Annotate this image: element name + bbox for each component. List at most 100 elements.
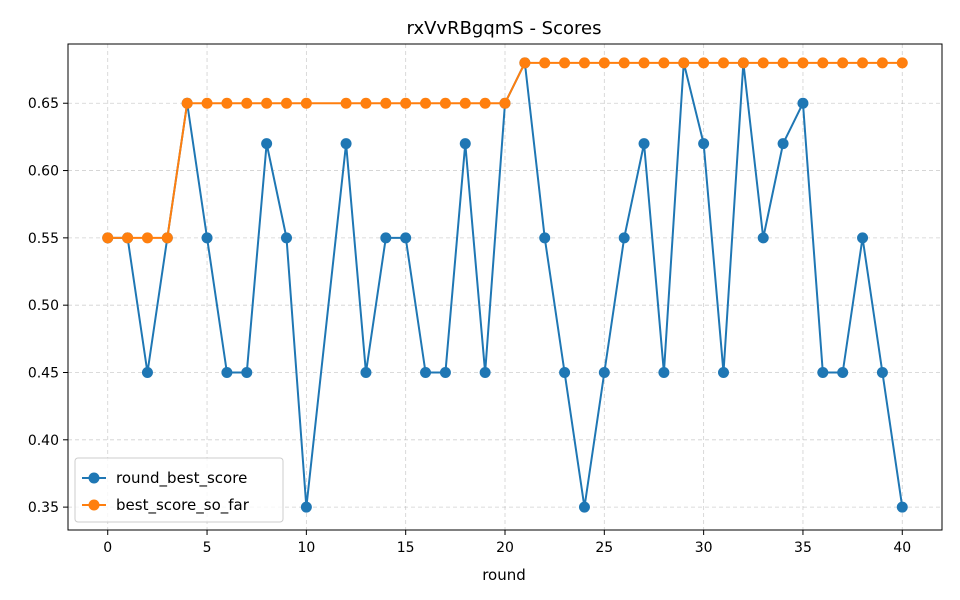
data-point	[578, 501, 590, 513]
data-point	[837, 366, 849, 378]
data-point	[757, 232, 769, 244]
data-point	[817, 57, 829, 69]
series	[102, 57, 908, 513]
x-tick-label: 30	[695, 540, 713, 556]
data-point	[479, 97, 491, 109]
data-point	[598, 57, 610, 69]
legend-label-round-best-score: round_best_score	[116, 469, 247, 488]
data-point	[559, 57, 571, 69]
data-point	[499, 97, 511, 109]
data-point	[519, 57, 531, 69]
data-point	[360, 97, 372, 109]
series-best-score-so-far	[102, 57, 908, 244]
data-point	[141, 366, 153, 378]
data-point	[797, 97, 809, 109]
series-line	[107, 61, 903, 239]
data-point	[737, 57, 749, 69]
data-point	[539, 232, 551, 244]
x-axis-ticks: 0 5 10 15 20 25 30 35 40	[103, 530, 911, 556]
x-tick-label: 20	[496, 540, 514, 556]
legend: round_best_score best_score_so_far	[74, 457, 284, 523]
data-point	[420, 97, 432, 109]
data-point	[479, 366, 491, 378]
legend-marker-round-best-score	[88, 472, 100, 484]
y-tick-label: 0.45	[28, 365, 59, 381]
data-point	[340, 138, 352, 150]
data-point	[281, 232, 292, 244]
data-point	[241, 366, 253, 378]
data-point	[638, 138, 650, 150]
data-point	[300, 97, 312, 109]
data-point	[539, 57, 551, 69]
data-point	[161, 232, 173, 244]
data-point	[261, 97, 273, 109]
x-tick-label: 0	[103, 540, 112, 556]
data-point	[857, 232, 869, 244]
data-point	[201, 97, 213, 109]
data-point	[797, 57, 809, 69]
data-point	[420, 366, 432, 378]
data-point	[618, 232, 630, 244]
data-point	[261, 138, 273, 150]
data-point	[221, 366, 233, 378]
data-point	[638, 57, 650, 69]
data-point	[221, 97, 233, 109]
data-point	[837, 57, 849, 69]
x-tick-label: 15	[397, 540, 415, 556]
data-point	[857, 57, 869, 69]
y-tick-label: 0.65	[28, 96, 59, 112]
x-tick-label: 40	[893, 540, 911, 556]
data-point	[618, 57, 630, 69]
y-tick-label: 0.35	[28, 500, 59, 516]
data-point	[578, 57, 590, 69]
data-point	[658, 57, 670, 69]
data-point	[181, 97, 193, 109]
data-point	[757, 57, 769, 69]
x-tick-label: 25	[595, 540, 613, 556]
data-point	[876, 366, 888, 378]
y-axis-ticks: 0.35 0.40 0.45 0.50 0.55 0.60 0.65	[28, 96, 68, 516]
y-tick-label: 0.55	[28, 231, 59, 247]
data-point	[658, 366, 670, 378]
data-point	[380, 232, 392, 244]
legend-box	[74, 457, 284, 523]
grid	[68, 44, 942, 530]
data-point	[777, 138, 789, 150]
data-point	[876, 57, 888, 69]
x-axis-label: round	[482, 566, 526, 584]
data-point	[102, 232, 114, 244]
data-point	[360, 366, 372, 378]
data-point	[817, 366, 829, 378]
data-point	[281, 97, 292, 109]
data-point	[141, 232, 153, 244]
data-point	[459, 97, 471, 109]
data-point	[777, 57, 789, 69]
chart-title: rxVvRBgqmS - Scores	[407, 18, 602, 39]
data-point	[340, 97, 352, 109]
data-point	[678, 57, 690, 69]
data-point	[718, 366, 729, 378]
data-point	[122, 232, 134, 244]
data-point	[896, 57, 908, 69]
x-tick-label: 10	[297, 540, 315, 556]
legend-label-best-score-so-far: best_score_so_far	[116, 496, 250, 515]
x-tick-label: 5	[203, 540, 212, 556]
data-point	[439, 366, 451, 378]
data-point	[241, 97, 253, 109]
data-point	[698, 138, 710, 150]
legend-marker-best-score-so-far	[88, 499, 100, 511]
data-point	[718, 57, 729, 69]
data-point	[380, 97, 392, 109]
data-point	[201, 232, 213, 244]
y-tick-label: 0.60	[28, 164, 59, 180]
data-point	[896, 501, 908, 513]
y-tick-label: 0.50	[28, 298, 59, 314]
data-point	[300, 501, 312, 513]
y-tick-label: 0.40	[28, 433, 59, 449]
data-point	[559, 366, 571, 378]
data-point	[598, 366, 610, 378]
x-tick-label: 35	[794, 540, 812, 556]
data-point	[698, 57, 710, 69]
